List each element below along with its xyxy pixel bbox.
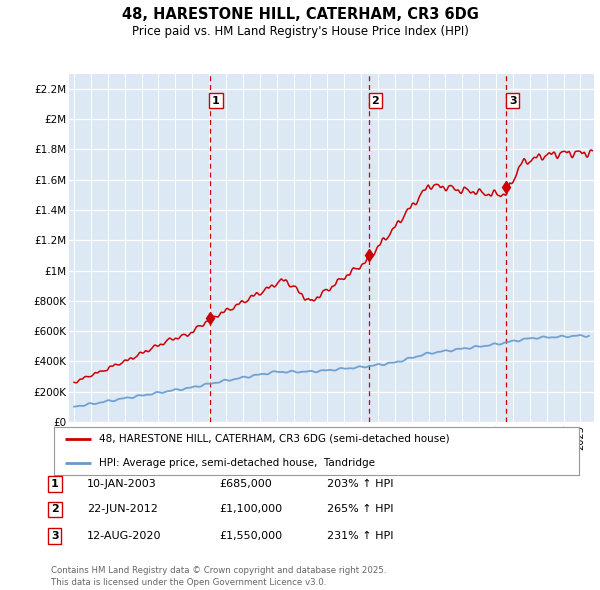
Text: Price paid vs. HM Land Registry's House Price Index (HPI): Price paid vs. HM Land Registry's House … xyxy=(131,25,469,38)
Text: 265% ↑ HPI: 265% ↑ HPI xyxy=(327,504,394,514)
Text: 231% ↑ HPI: 231% ↑ HPI xyxy=(327,531,394,541)
Text: 1: 1 xyxy=(51,479,59,489)
Text: 203% ↑ HPI: 203% ↑ HPI xyxy=(327,479,394,489)
Text: 48, HARESTONE HILL, CATERHAM, CR3 6DG (semi-detached house): 48, HARESTONE HILL, CATERHAM, CR3 6DG (s… xyxy=(98,434,449,444)
Text: £1,100,000: £1,100,000 xyxy=(219,504,282,514)
Text: 3: 3 xyxy=(509,96,517,106)
Text: 22-JUN-2012: 22-JUN-2012 xyxy=(87,504,158,514)
Text: 2: 2 xyxy=(371,96,379,106)
Text: £1,550,000: £1,550,000 xyxy=(219,531,282,541)
Text: Contains HM Land Registry data © Crown copyright and database right 2025.
This d: Contains HM Land Registry data © Crown c… xyxy=(51,566,386,587)
Text: 12-AUG-2020: 12-AUG-2020 xyxy=(87,531,161,541)
Text: HPI: Average price, semi-detached house,  Tandridge: HPI: Average price, semi-detached house,… xyxy=(98,458,374,468)
Text: 48, HARESTONE HILL, CATERHAM, CR3 6DG: 48, HARESTONE HILL, CATERHAM, CR3 6DG xyxy=(122,7,478,22)
Text: 10-JAN-2003: 10-JAN-2003 xyxy=(87,479,157,489)
Text: 3: 3 xyxy=(51,531,59,541)
Text: 1: 1 xyxy=(212,96,220,106)
Text: £685,000: £685,000 xyxy=(219,479,272,489)
Text: 2: 2 xyxy=(51,504,59,514)
